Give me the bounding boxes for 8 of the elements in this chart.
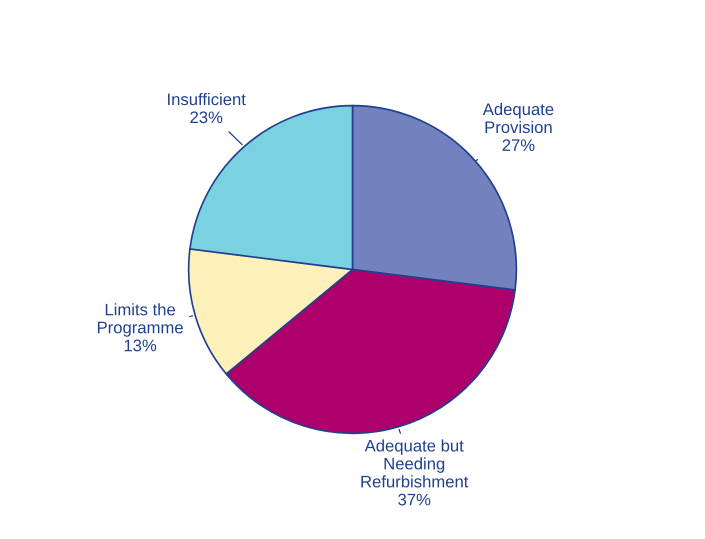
data-label: 13% [124, 340, 156, 352]
data-label: 37% [398, 494, 430, 506]
slice-label: Adequate but Needing Refurbishment [361, 439, 468, 488]
slice-label: Adequate Provision [482, 102, 554, 134]
slice-label: Insufficient [168, 92, 246, 106]
data-label: 23% [190, 111, 222, 124]
data-label: 27% [502, 139, 535, 151]
slice-label: Limits the Programme [98, 303, 183, 337]
